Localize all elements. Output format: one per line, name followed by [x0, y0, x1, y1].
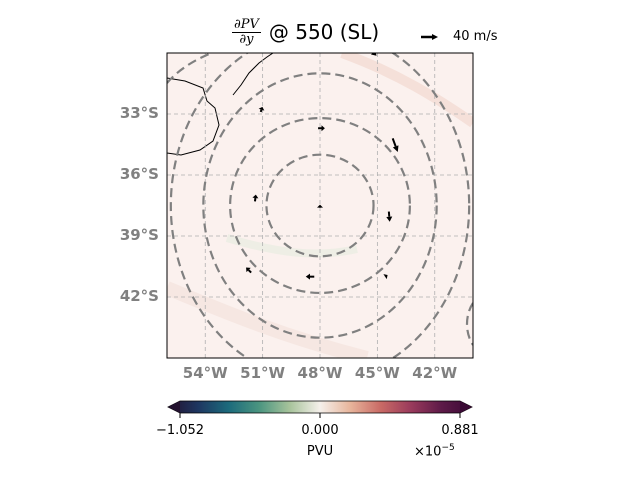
map-frame [166, 52, 474, 359]
lon-tick-label: 42°W [412, 364, 458, 382]
colorbar-tick-label: 0.000 [301, 423, 339, 438]
colorbar-tick-label: 0.881 [441, 423, 479, 438]
field-streak [340, 53, 473, 128]
coastline [232, 53, 274, 96]
lon-tick-label: 45°W [354, 364, 400, 382]
lat-tick-label: 33°S [119, 104, 159, 122]
lon-tick-label: 51°W [240, 364, 286, 382]
wind-arrow-head [321, 125, 325, 132]
plot-title: ∂PV ∂y @ 550 (SL) [232, 14, 379, 50]
wind-arrow-head [392, 145, 399, 152]
title-denominator: ∂y [239, 31, 254, 47]
colorbar-exponent-base: ×10 [414, 444, 442, 460]
wind-vector [246, 267, 252, 274]
wind-vector [252, 194, 259, 202]
lon-tick-label: 48°W [297, 364, 343, 382]
wind-arrow-head [305, 273, 311, 280]
contour-line [202, 72, 438, 339]
lat-tick-label: 36°S [119, 165, 159, 183]
wind-arrow-shaft [247, 269, 252, 274]
title-fraction: ∂PV ∂y [232, 16, 261, 47]
wind-vector [317, 204, 323, 208]
colorbar-exponent: ×10−5 [414, 443, 455, 459]
wind-arrow-head [386, 216, 393, 222]
wind-arrow-head [258, 106, 265, 111]
contour-line [265, 153, 375, 258]
colorbar-tick-label: −1.052 [155, 423, 205, 438]
wind-arrow-head [432, 34, 438, 40]
wind-vector [318, 125, 325, 132]
wind-vector [258, 106, 265, 113]
wind-vector [371, 53, 377, 56]
wind-vector [305, 273, 315, 280]
wind-arrow-head [317, 204, 323, 208]
wind-vector [386, 211, 393, 222]
contour-line [465, 302, 473, 346]
lon-tick-label: 54°W [182, 364, 228, 382]
wind-arrow-head [371, 53, 377, 56]
title-text: @ 550 (SL) [268, 20, 380, 44]
wind-vector [391, 138, 399, 152]
colorbar-label: PVU [306, 444, 334, 459]
colorbar-max-extend [460, 401, 472, 413]
wind-arrow-shaft [391, 138, 397, 147]
wind-arrow-head [383, 274, 388, 280]
reference-vector-arrow [421, 34, 438, 40]
lat-tick-label: 42°S [119, 287, 159, 305]
reference-vector-label: 40 m/s [453, 29, 498, 44]
contour-line [167, 53, 215, 84]
contour-line [229, 116, 411, 295]
wind-vector [383, 274, 388, 280]
wind-arrow-head [252, 194, 259, 199]
map-content [167, 53, 473, 358]
colorbar-exponent-power: −5 [441, 443, 455, 453]
colorbar [167, 400, 473, 414]
contour-line [169, 53, 471, 358]
wind-arrow-shaft [259, 109, 263, 113]
title-numerator: ∂PV [232, 16, 261, 33]
wind-arrow-head [246, 267, 251, 273]
colorbar-min-extend [168, 401, 180, 413]
lat-tick-label: 39°S [119, 226, 159, 244]
